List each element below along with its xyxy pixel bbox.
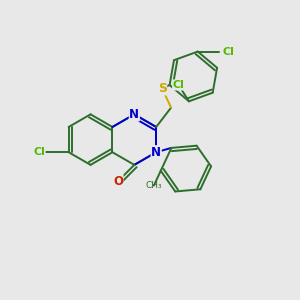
Text: S: S xyxy=(158,82,166,95)
Text: N: N xyxy=(129,108,139,121)
Text: N: N xyxy=(151,146,161,159)
Text: Cl: Cl xyxy=(33,147,45,157)
Text: CH₃: CH₃ xyxy=(146,181,162,190)
Text: Cl: Cl xyxy=(172,80,184,90)
Text: O: O xyxy=(113,175,123,188)
Text: Cl: Cl xyxy=(223,46,235,57)
